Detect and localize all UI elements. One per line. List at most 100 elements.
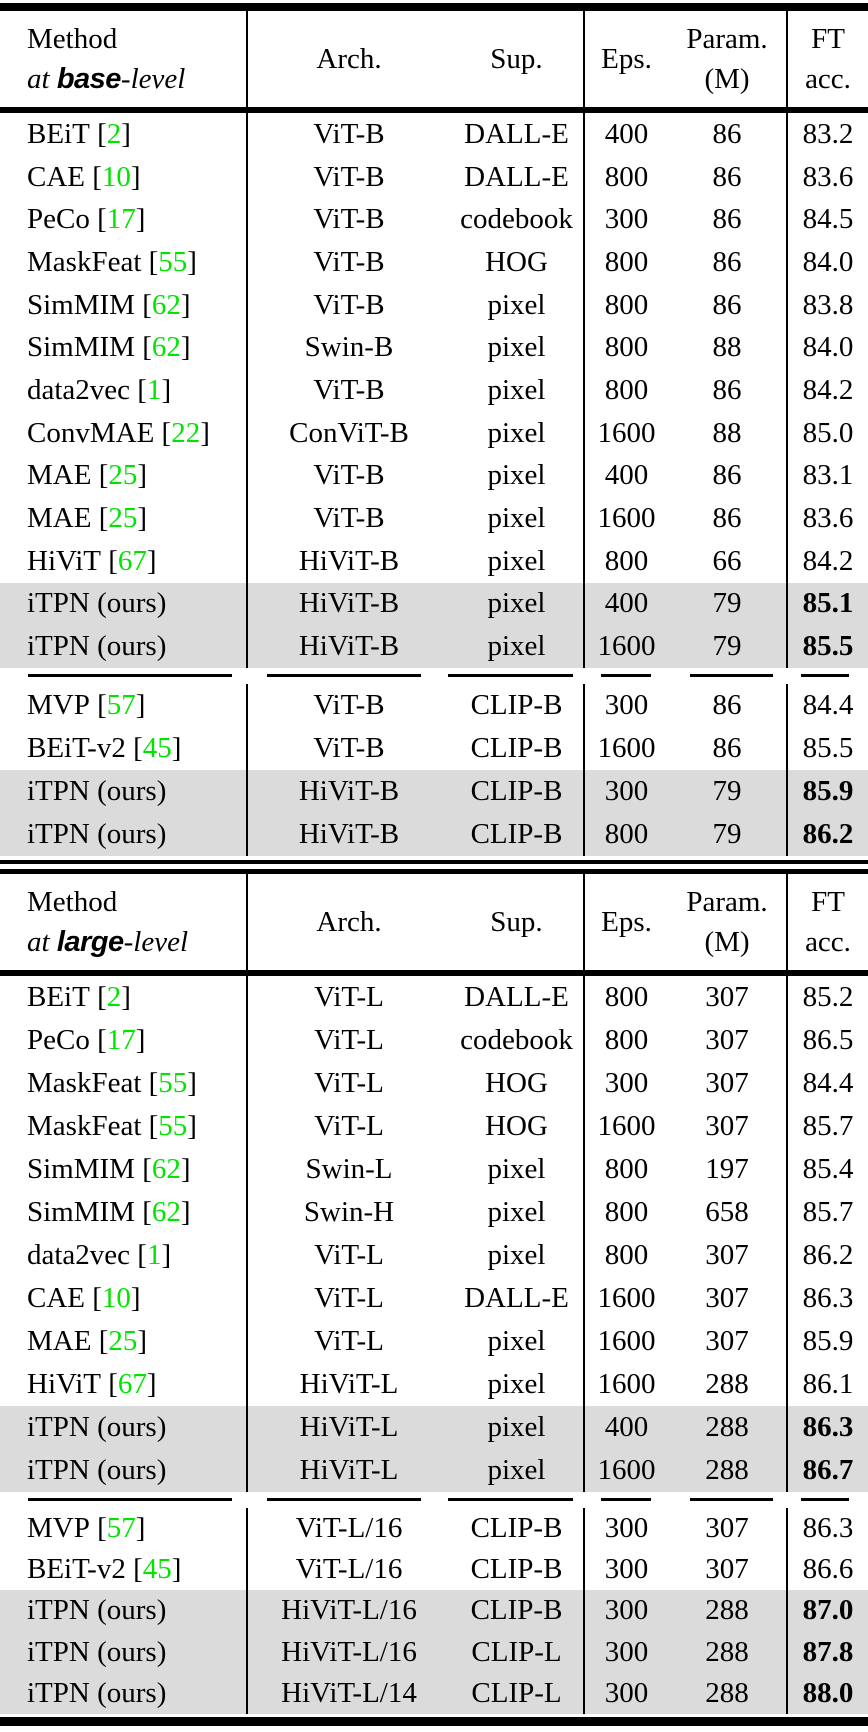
arch-cell: HiViT-L/14 [246,1672,450,1714]
param-cell: 79 [712,774,742,807]
method-cell: MaskFeat [55] [0,1062,246,1105]
method-name: data2vec [27,373,131,406]
citation-number: 2 [106,117,122,150]
arch-cell: HiViT-L/16 [246,1631,450,1673]
header-sup-cell: Sup. [490,43,543,75]
ft-cell: 83.8 [786,283,868,327]
table-row: SimMIM [62] Swin-H pixel 800 658 85.7 [0,1190,868,1234]
citation-number: 62 [151,288,181,321]
table-base-bottom-rule [0,859,868,864]
header-level-suffix: -level [120,63,186,95]
table-row: iTPN (ours) HiViT-L pixel 1600 288 86.7 [0,1448,868,1492]
ft-cell: 83.6 [786,155,868,199]
eps-cell: 300 [583,198,668,242]
citation-bracket-open: [ [154,416,172,449]
param-cell: 86 [712,688,742,721]
arch-cell: ViT-B [246,726,450,770]
method-name: SimMIM [27,1152,135,1185]
header-method-label: Method [27,885,118,918]
cmidrule-eps [601,673,651,677]
param-cell: 86 [712,117,742,150]
arch-cell: ViT-B [246,683,450,727]
citation-bracket-open: [ [134,288,152,321]
method-name: iTPN (ours) [27,587,167,620]
method-name: ConvMAE [27,416,155,449]
header-level-suffix: -level [123,925,189,958]
method-name: CAE [27,1281,85,1314]
eps-cell: 1600 [583,625,668,668]
param-cell: 86 [712,373,742,406]
cmidrule-sup [448,673,573,677]
method-name: SimMIM [27,331,135,364]
eps-cell: 300 [583,1061,668,1105]
table-row: iTPN (ours) HiViT-B CLIP-B 300 79 85.9 [0,769,868,813]
method-name: CAE [27,160,85,193]
sup-cell: pixel [487,416,546,449]
ft-cell: 85.5 [786,726,868,770]
citation-bracket-close: ] [171,731,182,764]
citation-bracket-open: [ [125,731,143,764]
sup-cell: pixel [487,459,546,492]
sup-cell: DALL-E [464,1281,569,1314]
citation-bracket-close: ] [135,1512,146,1545]
citation-number: 17 [106,203,136,236]
eps-cell: 1600 [583,1319,668,1363]
citation-number: 10 [101,160,131,193]
param-cell: 307 [705,1109,749,1142]
header-eps-cell: Eps. [583,873,668,970]
base-pixel-section: BEiT [2] ViT-B DALL-E 400 86 83.2 CAE [1… [0,113,868,668]
citation-number: 57 [106,688,136,721]
citation-bracket-open: [ [130,373,147,406]
method-name: BEiT-v2 [27,1553,126,1586]
method-cell: MVP [57] [0,1508,246,1549]
method-name: iTPN (ours) [27,1676,167,1709]
method-cell: MAE [25] [0,497,246,540]
sup-cell: pixel [487,1453,546,1486]
large-clip-section: MVP [57] ViT-L/16 CLIP-B 300 307 86.3 BE… [0,1507,868,1714]
sup-cell: pixel [487,331,546,364]
citation-number: 45 [142,731,172,764]
citation-bracket-open: [ [89,117,107,150]
sup-cell: pixel [487,1152,546,1185]
method-cell: BEiT [2] [0,976,246,1019]
param-cell: 288 [705,1676,749,1709]
eps-cell: 300 [583,1631,668,1673]
method-name: iTPN (ours) [27,1635,167,1668]
param-cell: 658 [705,1195,749,1228]
method-cell: MAE [25] [0,1320,246,1363]
eps-cell: 400 [583,113,668,156]
eps-cell: 800 [583,155,668,199]
cmidrule-sup [448,1497,573,1501]
method-name: HiViT [27,544,101,577]
method-cell: iTPN (ours) [0,1406,246,1449]
method-cell: PeCo [17] [0,198,246,241]
param-cell: 86 [712,731,742,764]
method-cell: data2vec [1] [0,369,246,412]
method-name: MAE [27,502,92,535]
ft-cell: 86.2 [786,812,868,856]
eps-cell: 400 [583,454,668,498]
method-name: iTPN (ours) [27,1453,167,1486]
method-name: iTPN (ours) [27,817,167,850]
table-row: MaskFeat [55] ViT-B HOG 800 86 84.0 [0,241,868,284]
ft-cell: 87.8 [786,1631,868,1673]
arch-cell: HiViT-B [246,769,450,813]
bottom-rule [0,1716,868,1726]
table-row: MaskFeat [55] ViT-L HOG 1600 307 85.7 [0,1104,868,1148]
method-cell: iTPN (ours) [0,1673,246,1714]
ft-cell: 85.1 [786,582,868,626]
method-name: MVP [27,1512,90,1545]
method-name: PeCo [27,1023,90,1056]
table-row: MVP [57] ViT-B CLIP-B 300 86 84.4 [0,683,868,727]
method-name: SimMIM [27,1195,135,1228]
cmidrule-method [28,673,232,677]
param-cell: 307 [705,1553,749,1586]
header-ft-line2: acc. [805,925,851,958]
citation-bracket-open: [ [141,245,159,278]
arch-cell: ViT-L [246,1104,450,1148]
ft-cell: 85.9 [786,1319,868,1363]
eps-cell: 800 [583,975,668,1019]
citation-bracket-open: [ [89,688,107,721]
citation-number: 45 [142,1553,172,1586]
table-row: BEiT-v2 [45] ViT-B CLIP-B 1600 86 85.5 [0,726,868,770]
